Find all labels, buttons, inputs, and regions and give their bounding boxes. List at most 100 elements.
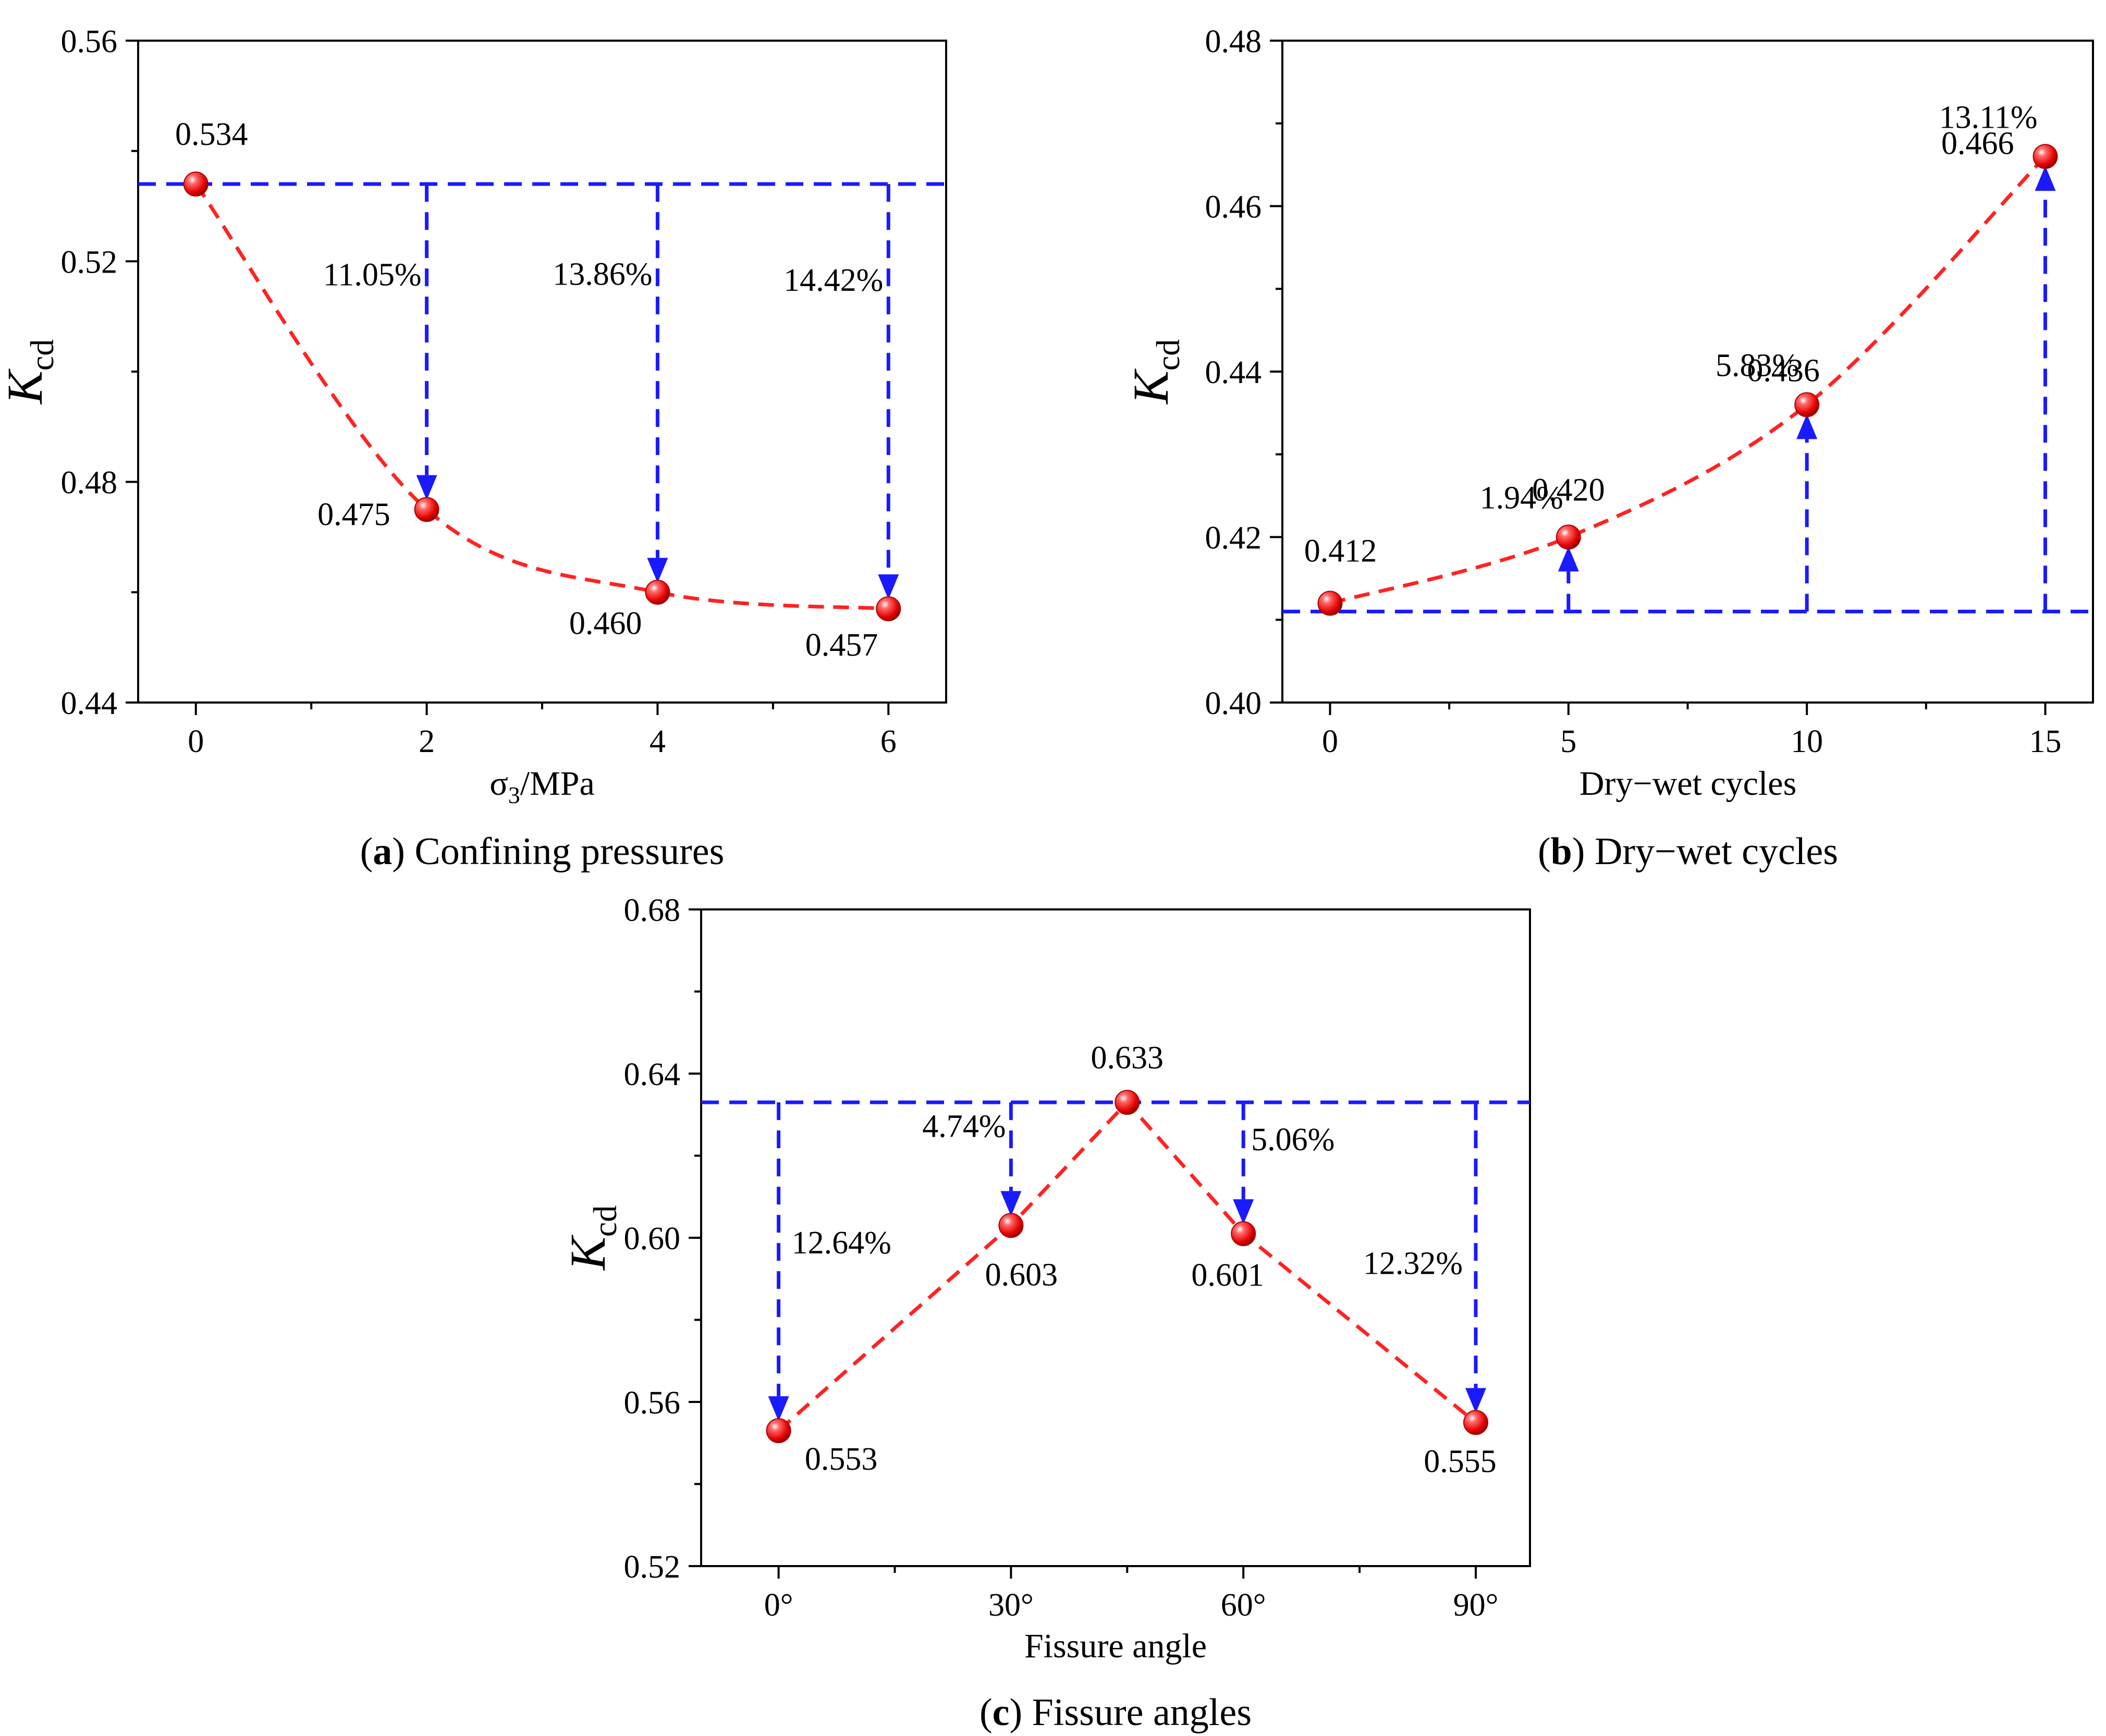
x-axis-label-tail: /MPa <box>520 765 595 803</box>
data-point-marker <box>2032 144 2058 169</box>
data-value-label: 0.436 <box>1747 353 1820 389</box>
chart-panel-a: 0.44 0.48 0.52 0.56 0 2 4 6 Kcd σ3/MPa (a) Confini… <box>0 24 947 873</box>
x-axis-label-main: Fissure angle <box>1024 1627 1207 1665</box>
y-axis-label: Kcd <box>560 1205 623 1271</box>
y-tick-label: 0.46 <box>1205 190 1262 225</box>
data-point-marker <box>1463 1410 1488 1435</box>
data-point-marker <box>766 1418 791 1444</box>
change-arrow-head <box>1000 1191 1022 1216</box>
caption-open: ( <box>1538 830 1551 873</box>
y-tick-label: 0.44 <box>61 686 118 721</box>
x-axis-label: σ3/MPa <box>489 765 595 808</box>
x-tick-label: 10 <box>1791 724 1823 759</box>
change-arrow-head <box>1233 1199 1254 1225</box>
y-tick-label: 0.56 <box>61 24 118 59</box>
x-axis-label-main: Dry−wet cycles <box>1580 765 1797 803</box>
panel-caption: (c) Fissure angles <box>979 1691 1252 1734</box>
y-axis-label-main: K <box>560 1234 616 1271</box>
x-tick-label: 90° <box>1453 1587 1499 1623</box>
panel-caption: (a) Confining pressures <box>360 830 725 873</box>
y-tick-label: 0.42 <box>1205 521 1262 556</box>
change-percent-label: 13.86% <box>553 256 652 292</box>
x-axis-label-main: σ <box>489 765 508 803</box>
change-arrow-head <box>1465 1388 1486 1413</box>
chart-panel-b: 0.40 0.42 0.44 0.46 0.48 0 5 10 15 Kcd Dry−wet cyc… <box>1123 24 2094 873</box>
change-percent-label: 5.83% <box>1716 348 1799 384</box>
change-percent-label: 4.74% <box>922 1109 1006 1144</box>
data-point-marker <box>998 1213 1024 1238</box>
data-point-marker <box>645 580 670 605</box>
data-value-label: 0.475 <box>317 497 390 533</box>
data-value-label: 0.633 <box>1091 1040 1164 1076</box>
y-tick-label: 0.52 <box>61 244 118 280</box>
change-percent-label: 1.94% <box>1480 481 1563 516</box>
change-percent-label: 5.06% <box>1251 1122 1334 1158</box>
y-axis-label: Kcd <box>1123 339 1186 405</box>
plot-frame <box>137 40 947 704</box>
y-axis-label-main: K <box>0 368 53 405</box>
caption-text: ) Confining pressures <box>392 830 724 873</box>
x-tick-label: 0° <box>764 1587 793 1623</box>
x-tick-label: 5 <box>1560 724 1576 759</box>
x-axis-label: Fissure angle <box>1024 1627 1207 1665</box>
x-tick-label: 15 <box>2029 724 2062 759</box>
x-tick-label: 0 <box>188 724 204 759</box>
data-value-label: 0.420 <box>1532 473 1605 508</box>
y-tick-label: 0.44 <box>1205 355 1262 390</box>
change-percent-label: 11.05% <box>323 257 422 293</box>
data-point-marker <box>1115 1090 1140 1115</box>
data-point-marker <box>876 596 901 622</box>
x-tick-label: 60° <box>1221 1587 1266 1623</box>
data-point-marker <box>414 497 439 522</box>
y-axis-label-sub: cd <box>23 339 60 371</box>
x-tick-label: 2 <box>419 724 435 759</box>
change-arrow-head <box>768 1396 789 1422</box>
data-value-label: 0.412 <box>1304 534 1377 569</box>
data-point-marker <box>1317 590 1343 616</box>
chart-panel-c: 0.52 0.56 0.60 0.64 0.68 0° 30° 60° 90° Kcd Fissur… <box>560 893 1531 1734</box>
data-value-label: 0.534 <box>175 117 248 152</box>
y-tick-label: 0.48 <box>61 465 118 501</box>
y-tick-label: 0.48 <box>1205 24 1262 59</box>
x-tick-label: 0 <box>1322 724 1338 759</box>
y-tick-label: 0.52 <box>624 1549 681 1585</box>
change-percent-label: 14.42% <box>783 263 883 298</box>
change-arrow-head <box>878 574 899 600</box>
trend-line <box>194 183 889 611</box>
data-point-marker <box>1794 392 1820 417</box>
change-percent-label: 12.32% <box>1363 1246 1463 1281</box>
x-tick-label: 6 <box>880 724 897 759</box>
data-value-label: 0.555 <box>1424 1444 1497 1479</box>
y-axis-label-sub: cd <box>1149 339 1186 371</box>
data-value-label: 0.601 <box>1191 1258 1264 1293</box>
data-value-label: 0.553 <box>805 1442 878 1477</box>
caption-open: ( <box>360 830 373 873</box>
y-axis-label-sub: cd <box>586 1205 623 1237</box>
y-tick-label: 0.60 <box>624 1221 681 1257</box>
y-tick-label: 0.68 <box>624 893 681 928</box>
data-point-marker <box>183 171 209 197</box>
panel-caption: (b) Dry−wet cycles <box>1538 830 1838 873</box>
data-value-label: 0.603 <box>985 1257 1058 1292</box>
trend-line <box>1329 155 2047 605</box>
change-arrow-head <box>2035 166 2056 191</box>
x-tick-label: 4 <box>650 724 666 759</box>
data-point-marker <box>1556 524 1581 550</box>
caption-text: ) Fissure angles <box>1010 1691 1252 1734</box>
y-tick-label: 0.40 <box>1205 686 1262 721</box>
change-arrow-head <box>1558 546 1579 572</box>
caption-open: ( <box>979 1691 993 1734</box>
caption-letter: b <box>1551 830 1572 873</box>
change-percent-label: 13.11% <box>1939 100 2038 135</box>
data-value-label: 0.466 <box>1941 126 2014 161</box>
x-axis-label-sub: 3 <box>508 782 520 808</box>
y-tick-label: 0.64 <box>624 1057 681 1092</box>
x-axis-label: Dry−wet cycles <box>1580 765 1797 803</box>
change-arrow-head <box>416 475 437 500</box>
x-tick-label: 30° <box>988 1587 1034 1623</box>
change-arrow-head <box>647 558 668 583</box>
y-axis-label-main: K <box>1123 368 1179 405</box>
data-point-marker <box>1231 1221 1256 1247</box>
change-arrow-head <box>1796 414 1818 439</box>
